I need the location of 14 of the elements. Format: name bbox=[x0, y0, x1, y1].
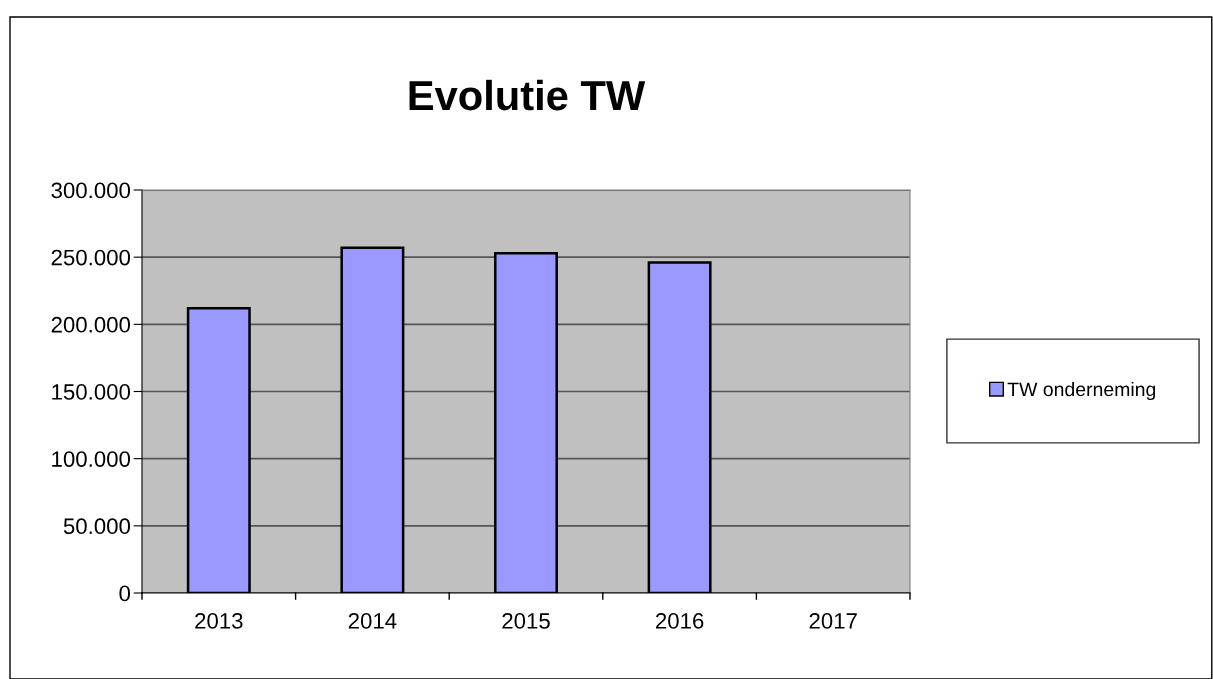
y-tick-label: 100.000 bbox=[52, 451, 131, 467]
y-tick-label: 200.000 bbox=[51, 316, 131, 333]
chart-title: Evolutie TW bbox=[409, 79, 646, 111]
legend-label: TW onderneming bbox=[1007, 381, 1156, 401]
x-tick-label: 2016 bbox=[656, 613, 704, 629]
x-tick-label: 2017 bbox=[809, 613, 857, 629]
y-tick-label: 300.000 bbox=[51, 182, 131, 199]
x-tick-label: 2014 bbox=[348, 613, 397, 629]
y-tick-label: 50.000 bbox=[63, 518, 131, 535]
y-tick-label: 0 bbox=[119, 585, 131, 602]
y-tick-label: 250.000 bbox=[51, 249, 131, 266]
x-tick-label: 2015 bbox=[502, 613, 550, 629]
x-tick-label: 2013 bbox=[195, 613, 243, 629]
y-tick-label: 150.000 bbox=[52, 384, 131, 400]
